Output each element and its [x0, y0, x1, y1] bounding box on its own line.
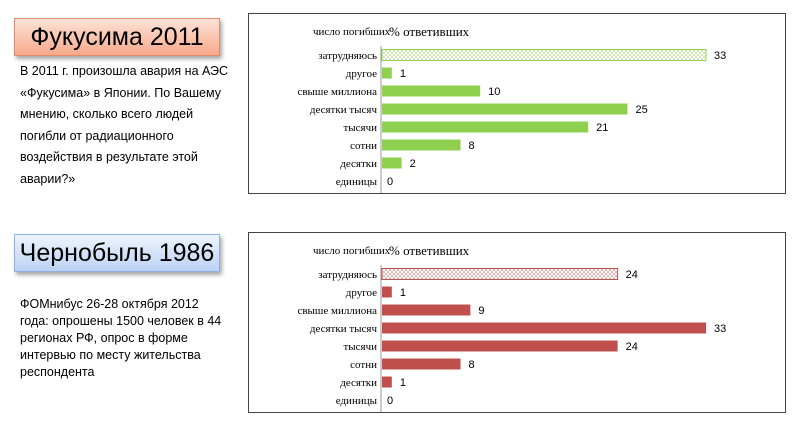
fukushima-value-label: 25 — [635, 104, 647, 116]
chernobyl-value-label: 1 — [400, 287, 406, 299]
fukushima-category-label: десятки — [340, 158, 377, 170]
fukushima-category-label: сотни — [350, 140, 377, 152]
chernobyl-category-label: затрудняюсь — [318, 269, 377, 281]
chernobyl-value-label: 24 — [626, 269, 638, 281]
chernobyl-bar — [381, 268, 619, 280]
chernobyl-bar — [382, 304, 471, 316]
fukushima-value-label: 1 — [400, 68, 406, 80]
chernobyl-value-header: % ответивших — [389, 243, 470, 258]
chernobyl-value-label: 24 — [626, 341, 638, 353]
chernobyl-bar — [382, 322, 706, 334]
chernobyl-bar — [382, 340, 618, 352]
fukushima-value-label: 33 — [714, 50, 726, 62]
fukushima-value-label: 21 — [596, 122, 608, 134]
fukushima-value-label: 10 — [488, 86, 500, 98]
fukushima-bar — [382, 103, 628, 115]
chernobyl-category-label: тысячи — [343, 341, 377, 353]
fukushima-category-label: десятки тысяч — [310, 104, 378, 116]
fukushima-bar — [382, 121, 589, 133]
fukushima-title: Фукусима 2011 — [14, 18, 220, 56]
fukushima-value-label: 8 — [469, 140, 475, 152]
chernobyl-value-label: 8 — [469, 359, 475, 371]
chernobyl-category-label: сотни — [350, 359, 377, 371]
fukushima-question-text: В 2011 г. произошла авария на АЭС «Фукус… — [20, 64, 229, 186]
fukushima-category-label: другое — [346, 68, 377, 80]
fukushima-category-label: единицы — [336, 176, 378, 188]
chernobyl-chart-panel: число погибших% ответивших затрудняюсь 24 д… — [248, 232, 786, 413]
chernobyl-value-label: 1 — [400, 377, 406, 389]
chernobyl-bar — [382, 286, 392, 298]
chernobyl-category-label: единицы — [336, 395, 378, 407]
fukushima-category-header: число погибших — [313, 26, 391, 38]
chernobyl-category-label: десятки тысяч — [310, 323, 378, 335]
chernobyl-value-label: 0 — [387, 395, 393, 407]
fukushima-value-label: 2 — [410, 158, 416, 170]
fukushima-value-label: 0 — [387, 176, 393, 188]
chernobyl-category-label: десятки — [340, 377, 377, 389]
chernobyl-value-label: 9 — [478, 305, 484, 317]
chernobyl-category-header: число погибших — [313, 245, 391, 257]
fukushima-bar — [382, 67, 392, 79]
fukushima-bar — [382, 157, 402, 169]
fukushima-bar — [381, 49, 707, 61]
chernobyl-bar — [382, 376, 392, 388]
chernobyl-value-label: 33 — [714, 323, 726, 335]
chernobyl-category-label: другое — [346, 287, 377, 299]
fukushima-chart-panel: число погибших% ответивших затрудняюсь 33 д… — [248, 13, 786, 194]
fukushima-value-header: % ответивших — [389, 24, 470, 39]
survey-method-text: ФОМнибус 26-28 октября 2012 года: опроше… — [20, 297, 222, 379]
fukushima-bar-chart: число погибших% ответивших затрудняюсь 33 д… — [297, 24, 726, 193]
fukushima-category-label: затрудняюсь — [318, 50, 377, 62]
fukushima-bar — [382, 139, 461, 151]
chernobyl-title: Чернобыль 1986 — [14, 234, 220, 272]
chernobyl-bar-chart: число погибших% ответивших затрудняюсь 24 д… — [297, 243, 726, 412]
chernobyl-category-label: свыше миллиона — [297, 305, 377, 317]
fukushima-bar — [382, 85, 481, 97]
fukushima-category-label: свыше миллиона — [297, 86, 377, 98]
fukushima-category-label: тысячи — [343, 122, 377, 134]
chernobyl-bar — [382, 358, 461, 370]
